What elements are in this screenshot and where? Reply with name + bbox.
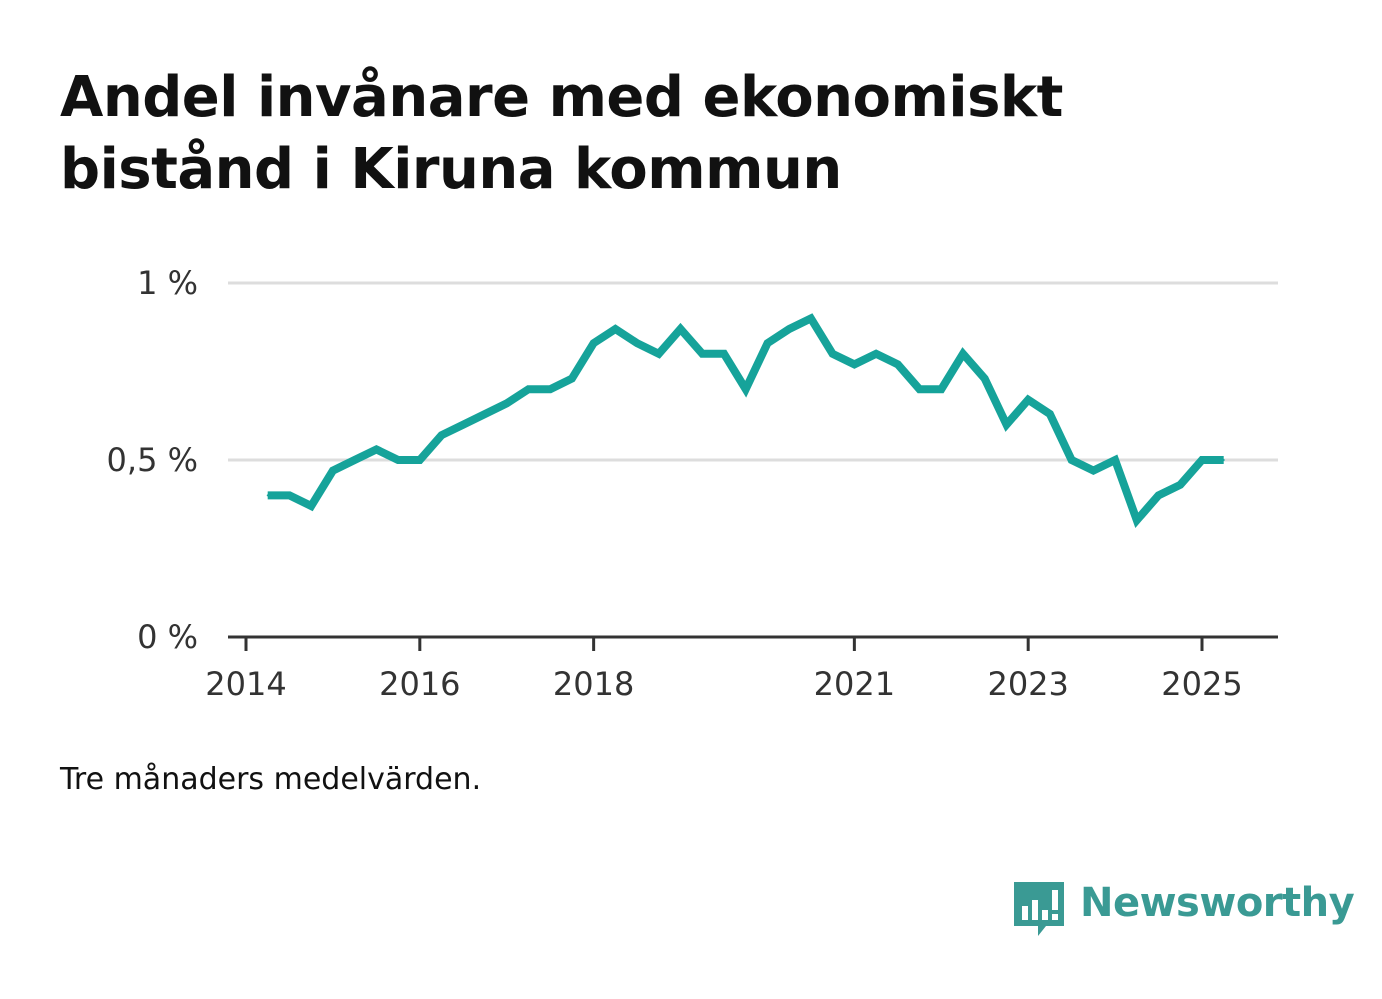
data-point [1135,519,1138,522]
x-tick-label: 2018 [553,665,634,703]
data-point [983,377,986,380]
data-points [266,317,1225,522]
data-point [397,459,400,461]
data-point [1027,398,1030,401]
data-point [505,402,508,405]
y-tick-label: 0,5 % [107,441,198,479]
data-point [549,388,552,391]
data-point [1005,423,1008,426]
newsworthy-logo-icon [1014,882,1064,936]
data-point [831,352,834,355]
data-point [701,352,704,355]
data-point [331,469,334,472]
y-tick-label: 0 % [137,618,198,656]
data-point [940,388,943,391]
data-point [614,328,617,331]
data-point [657,352,660,355]
data-point [875,352,878,355]
series-line [267,313,1224,528]
data-point [723,352,725,355]
data-point [375,448,378,451]
chart-title: Andel invånare med ekonomiskt bistånd i … [60,65,1063,202]
x-tick-label: 2016 [379,665,460,703]
x-tick-label: 2014 [205,665,286,703]
data-point [527,388,530,391]
brand-logo[interactable]: Newsworthy [1010,878,1355,940]
data-point [440,434,443,437]
data-point [853,363,856,366]
data-point [1048,412,1051,415]
data-point [809,317,812,320]
data-point [484,412,486,415]
brand-name: Newsworthy [1080,880,1355,926]
data-point [310,505,313,508]
data-point [788,328,791,331]
data-point [744,388,747,391]
x-tick-label: 2025 [1161,665,1242,703]
data-point [462,423,465,426]
y-tick-label: 1 % [137,264,198,302]
data-point [1092,469,1095,472]
data-point [570,377,573,380]
line-chart: 0 % 0,5 % 1 % 2014 2016 2018 2021 2023 2025 [107,264,1278,703]
x-axis-ticks: 2014 2016 2018 2021 2023 2025 [205,637,1243,703]
chart-note: Tre månaders medelvärden. [60,762,482,797]
data-point [288,494,291,497]
data-point [418,459,421,461]
data-point [1179,483,1182,486]
data-point [679,328,682,331]
data-point [1222,459,1225,461]
data-point [592,342,595,345]
data-point [1114,459,1117,461]
data-point [766,342,769,345]
data-point [353,459,356,461]
data-point [1157,494,1160,497]
data-point [266,494,269,497]
data-point [1070,459,1073,461]
x-tick-label: 2023 [987,665,1068,703]
x-tick-label: 2021 [814,665,895,703]
y-axis-ticks: 0 % 0,5 % 1 % [107,264,198,656]
data-point [918,388,921,391]
data-point [1201,459,1203,461]
data-point [962,352,964,355]
data-point [636,342,639,345]
data-point [896,363,899,366]
